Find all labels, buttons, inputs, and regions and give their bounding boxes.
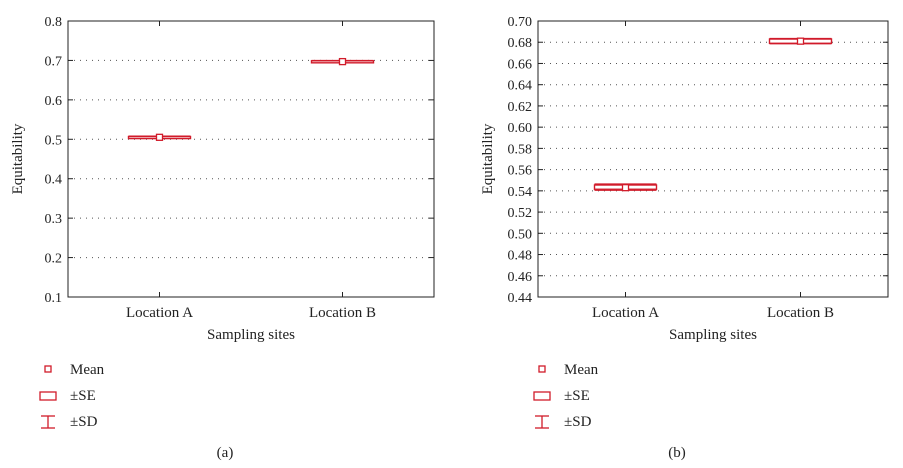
panel-label: (a) xyxy=(217,445,234,461)
plot-frame xyxy=(537,20,889,298)
y-axis: 0.1 0.2 0.3 0.4 0.5 0.6 0.7 0.8 xyxy=(45,15,434,306)
y-tick-label: 0.6 xyxy=(45,94,63,109)
y-tick-label: 0.58 xyxy=(508,142,533,157)
chart-svg-a: 0.1 0.2 0.3 0.4 0.5 0.6 0.7 0.8 Location A Locati… xyxy=(10,15,435,461)
y-tick-label: 0.1 xyxy=(45,291,63,306)
y-axis-title: Equitability xyxy=(480,123,496,194)
y-tick-label: 0.4 xyxy=(45,173,63,188)
mean-marker xyxy=(796,37,805,45)
plot-frame xyxy=(67,20,435,298)
chart-panel-a: 0.1 0.2 0.3 0.4 0.5 0.6 0.7 0.8 Location A Locati… xyxy=(0,0,450,463)
y-tick-label: 0.46 xyxy=(508,270,533,285)
y-tick-label: 0.2 xyxy=(45,252,63,267)
legend-se-label: ±SE xyxy=(564,388,590,404)
y-tick-label: 0.52 xyxy=(508,206,533,221)
x-tick-label: Location B xyxy=(309,305,376,321)
box-location-b xyxy=(310,57,375,66)
y-tick-label: 0.5 xyxy=(45,133,63,148)
x-tick-label: Location A xyxy=(592,305,659,321)
panel-label: (b) xyxy=(668,445,686,461)
legend-sd-label: ±SD xyxy=(70,414,98,430)
box-location-a xyxy=(127,133,192,141)
legend-se-icon xyxy=(39,391,57,401)
y-tick-label: 0.70 xyxy=(508,15,533,30)
mean-marker xyxy=(155,133,164,141)
y-tick-label: 0.8 xyxy=(45,15,63,30)
mean-marker xyxy=(621,184,630,192)
legend-se-icon xyxy=(533,391,551,401)
legend-mean-label: Mean xyxy=(70,362,105,378)
y-tick-label: 0.64 xyxy=(508,79,533,94)
legend-mean-label: Mean xyxy=(564,362,599,378)
y-tick-label: 0.66 xyxy=(508,57,533,72)
y-axis: 0.44 0.46 0.48 0.50 0.52 0.54 0.56 0.58 0.60 0.62… xyxy=(508,15,888,306)
gridlines xyxy=(68,59,434,259)
y-tick-label: 0.3 xyxy=(45,212,63,227)
box-location-b xyxy=(768,37,833,45)
chart-panel-b: 0.44 0.46 0.48 0.50 0.52 0.54 0.56 0.58 0.60 0.62… xyxy=(452,0,903,463)
y-tick-label: 0.68 xyxy=(508,36,533,51)
chart-svg-b: 0.44 0.46 0.48 0.50 0.52 0.54 0.56 0.58 0.60 0.62… xyxy=(480,15,889,461)
x-axis-title: Sampling sites xyxy=(669,327,757,343)
legend-mean-icon xyxy=(44,365,52,373)
x-tick-label: Location B xyxy=(767,305,834,321)
y-tick-label: 0.54 xyxy=(508,185,533,200)
y-tick-label: 0.50 xyxy=(508,227,533,242)
legend-se-label: ±SE xyxy=(70,388,96,404)
mean-marker xyxy=(338,57,347,66)
legend-mean-icon xyxy=(538,365,546,373)
x-axis-title: Sampling sites xyxy=(207,327,295,343)
y-tick-label: 0.56 xyxy=(508,164,533,179)
y-tick-label: 0.7 xyxy=(45,54,63,69)
box-location-a xyxy=(593,183,658,192)
y-axis-title: Equitability xyxy=(10,123,26,194)
y-tick-label: 0.60 xyxy=(508,121,533,136)
x-tick-label: Location A xyxy=(126,305,193,321)
y-tick-label: 0.44 xyxy=(508,291,533,306)
gridlines xyxy=(538,41,888,277)
y-tick-label: 0.62 xyxy=(508,100,533,115)
legend-sd-label: ±SD xyxy=(564,414,592,430)
y-tick-label: 0.48 xyxy=(508,249,533,264)
